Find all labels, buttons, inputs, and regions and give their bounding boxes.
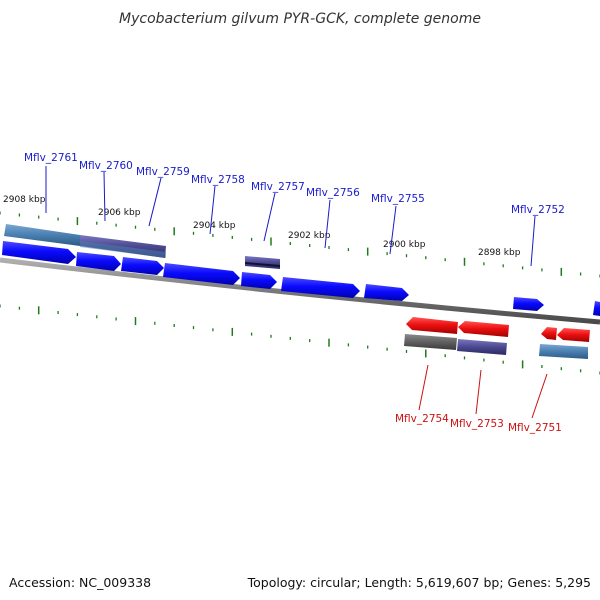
- gene-label-forward[interactable]: Mflv_2757: [251, 181, 305, 193]
- label-leader-line: [209, 185, 216, 235]
- gene-label-forward[interactable]: Mflv_2759: [136, 166, 190, 178]
- gene-label-forward[interactable]: Mflv_2752: [511, 204, 565, 216]
- tick-label: 2908 kbp: [3, 195, 46, 205]
- cds-arrow-reverse[interactable]: [541, 327, 557, 340]
- gene-label-forward[interactable]: Mflv_2760: [79, 160, 133, 172]
- tick-label: 2902 kbp: [288, 231, 331, 241]
- label-leader-line: [531, 373, 548, 419]
- feature-block-steelblue[interactable]: [539, 344, 588, 359]
- genome-summary-text: Topology: circular; Length: 5,619,607 bp…: [247, 575, 591, 590]
- cds-arrow-forward[interactable]: [593, 301, 600, 316]
- cds-arrow-reverse[interactable]: [557, 328, 590, 342]
- cds-arrow-reverse[interactable]: [406, 317, 458, 334]
- genome-backbone: [0, 257, 600, 325]
- feature-block-steelblue-lower[interactable]: [80, 241, 166, 258]
- cds-arrow-forward[interactable]: [281, 277, 360, 298]
- feature-stripe-dark: [245, 262, 280, 267]
- tick-label: 2900 kbp: [383, 240, 426, 250]
- label-leader-line: [418, 364, 429, 411]
- label-leader-line: [148, 177, 162, 227]
- label-leader-line: [103, 171, 106, 222]
- feature-block-steelblue[interactable]: [4, 224, 80, 246]
- cds-arrow-forward[interactable]: [121, 257, 164, 275]
- accession-text: Accession: NC_009338: [9, 575, 151, 590]
- cds-arrow-forward[interactable]: [364, 284, 409, 301]
- gene-label-forward[interactable]: Mflv_2756: [306, 187, 360, 199]
- label-leader-line: [475, 369, 482, 415]
- label-leader-line: [389, 205, 397, 255]
- gene-label-forward[interactable]: Mflv_2761: [24, 152, 78, 164]
- gene-label-reverse[interactable]: Mflv_2753: [450, 418, 504, 430]
- cds-arrow-forward[interactable]: [2, 241, 76, 264]
- gene-label-reverse[interactable]: Mflv_2754: [395, 413, 449, 425]
- lower-tick-marks: [0, 304, 600, 375]
- feature-block-slate[interactable]: [457, 339, 507, 355]
- tick-label: 2906 kbp: [98, 208, 141, 218]
- feature-block-gray[interactable]: [404, 334, 457, 350]
- cds-arrow-forward[interactable]: [241, 272, 277, 289]
- gene-label-forward[interactable]: Mflv_2758: [191, 174, 245, 186]
- gene-label-forward[interactable]: Mflv_2755: [371, 193, 425, 205]
- tick-label: 2904 kbp: [193, 221, 236, 231]
- cds-arrow-forward[interactable]: [163, 263, 240, 285]
- tick-label: 2898 kbp: [478, 248, 521, 258]
- label-leader-line: [324, 199, 331, 249]
- cds-arrow-forward[interactable]: [76, 252, 121, 271]
- cds-arrow-forward[interactable]: [513, 297, 544, 311]
- label-leader-line: [530, 215, 536, 267]
- gene-label-reverse[interactable]: Mflv_2751: [508, 422, 562, 434]
- upper-tick-marks: [0, 211, 600, 278]
- map-title: Mycobacterium gilvum PYR-GCK, complete g…: [119, 11, 481, 27]
- label-leader-line: [263, 192, 276, 242]
- cds-arrow-reverse[interactable]: [458, 321, 509, 337]
